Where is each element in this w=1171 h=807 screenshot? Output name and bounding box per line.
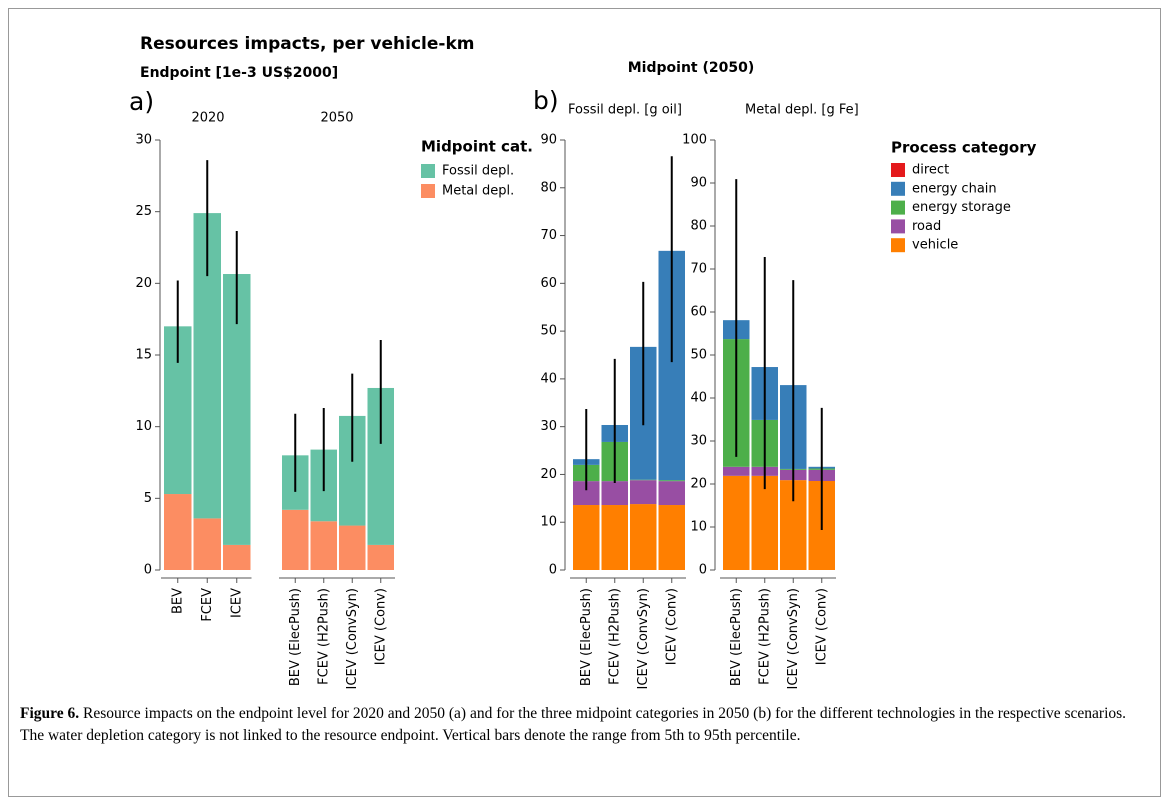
- bar-segment: [367, 544, 394, 570]
- chart-title: 2020: [191, 111, 224, 126]
- panel-label: b): [533, 86, 559, 115]
- x-tick-label: FCEV (H2Push): [607, 588, 622, 685]
- y-tick-label: 0: [699, 563, 707, 578]
- figure-frame: [8, 8, 1161, 797]
- bar-segment: [723, 466, 750, 476]
- legend-swatch: [421, 184, 435, 198]
- x-tick-label: ICEV (Conv): [814, 588, 829, 665]
- y-tick-label: 20: [690, 477, 707, 492]
- legend-label: vehicle: [912, 238, 958, 253]
- bar-segment: [601, 505, 628, 570]
- y-tick-label: 40: [540, 371, 557, 386]
- y-tick-label: 50: [540, 324, 557, 339]
- y-tick-label: 5: [144, 491, 152, 506]
- x-tick-label: ICEV (Conv): [373, 588, 388, 665]
- bar-segment: [658, 480, 685, 482]
- caption-text: Resource impacts on the endpoint level f…: [20, 705, 1127, 744]
- x-tick-label: BEV (ElecPush): [729, 588, 744, 686]
- legend-swatch: [891, 181, 905, 196]
- chart-title: Metal depl. [g Fe]: [745, 103, 859, 118]
- legend-label: energy chain: [912, 181, 997, 196]
- figure-title: Resources impacts, per vehicle-km: [140, 34, 474, 54]
- legend-label: direct: [912, 163, 949, 178]
- y-tick-label: 30: [135, 133, 152, 148]
- y-tick-label: 20: [540, 467, 557, 482]
- y-tick-label: 100: [682, 133, 707, 148]
- legend-swatch: [891, 163, 905, 177]
- y-tick-label: 80: [690, 219, 707, 234]
- y-tick-label: 10: [540, 515, 557, 530]
- x-tick-label: ICEV (ConvSyn): [345, 588, 360, 689]
- bar-segment: [164, 494, 192, 570]
- y-tick-label: 0: [144, 563, 152, 578]
- y-tick-label: 80: [540, 180, 557, 195]
- bar-segment: [573, 481, 600, 506]
- y-tick-label: 15: [135, 348, 152, 363]
- y-tick-label: 60: [690, 305, 707, 320]
- y-tick-label: 10: [690, 520, 707, 535]
- y-tick-label: 20: [135, 276, 152, 291]
- legend-label: energy storage: [912, 200, 1011, 215]
- bar-segment: [630, 480, 657, 505]
- x-tick-label: FCEV (H2Push): [757, 588, 772, 685]
- bar-segment: [339, 525, 366, 570]
- x-tick-label: BEV (ElecPush): [579, 588, 594, 686]
- bar-segment: [601, 481, 628, 506]
- chart-title: Fossil depl. [g oil]: [568, 103, 682, 118]
- bar-segment: [223, 544, 251, 570]
- bar-segment: [310, 521, 337, 570]
- y-tick-label: 40: [690, 391, 707, 406]
- legend-swatch: [891, 238, 905, 253]
- x-tick-label: FCEV: [200, 588, 215, 622]
- legend-title: Process category: [891, 139, 1037, 157]
- bar-segment: [723, 475, 750, 570]
- bar-segment: [193, 518, 221, 570]
- bar-segment: [658, 481, 685, 506]
- chart-area: Resources impacts, per vehicle-km Endpoi…: [129, 34, 1037, 689]
- y-tick-label: 30: [690, 434, 707, 449]
- legend-swatch: [891, 200, 905, 215]
- panel-label: a): [129, 87, 154, 116]
- bar-segment: [658, 505, 685, 570]
- y-tick-label: 25: [135, 204, 152, 219]
- bar-segment: [573, 505, 600, 570]
- panel-title: Midpoint (2050): [628, 60, 755, 76]
- x-tick-label: ICEV (ConvSyn): [786, 588, 801, 689]
- caption-label: Figure 6.: [20, 705, 80, 722]
- caption: Figure 6. Resource impacts on the endpoi…: [20, 703, 1152, 747]
- x-tick-label: FCEV (H2Push): [316, 588, 331, 685]
- x-tick-label: ICEV (ConvSyn): [636, 588, 651, 689]
- y-tick-label: 10: [135, 419, 152, 434]
- y-tick-label: 90: [540, 133, 557, 148]
- legend-title: Midpoint cat.: [421, 138, 533, 156]
- legend-swatch: [891, 219, 905, 234]
- x-tick-label: BEV: [170, 588, 185, 614]
- x-tick-label: BEV (ElecPush): [288, 588, 303, 686]
- bar-segment: [282, 509, 309, 570]
- y-tick-label: 60: [540, 276, 557, 291]
- bar-segment: [630, 504, 657, 570]
- panel-title: Endpoint [1e-3 US$2000]: [140, 65, 338, 81]
- legend-swatch: [421, 164, 435, 178]
- y-tick-label: 90: [690, 176, 707, 191]
- y-tick-label: 50: [690, 348, 707, 363]
- y-tick-label: 70: [690, 262, 707, 277]
- bar-segment: [751, 475, 778, 570]
- x-tick-label: ICEV (Conv): [664, 588, 679, 665]
- y-tick-label: 70: [540, 228, 557, 243]
- legend-label: Fossil depl.: [442, 164, 514, 179]
- legend-label: road: [912, 219, 941, 234]
- x-tick-label: ICEV: [229, 588, 244, 618]
- legend-label: Metal depl.: [442, 184, 514, 199]
- chart-title: 2050: [320, 111, 353, 126]
- y-tick-label: 0: [549, 563, 557, 578]
- y-tick-label: 30: [540, 419, 557, 434]
